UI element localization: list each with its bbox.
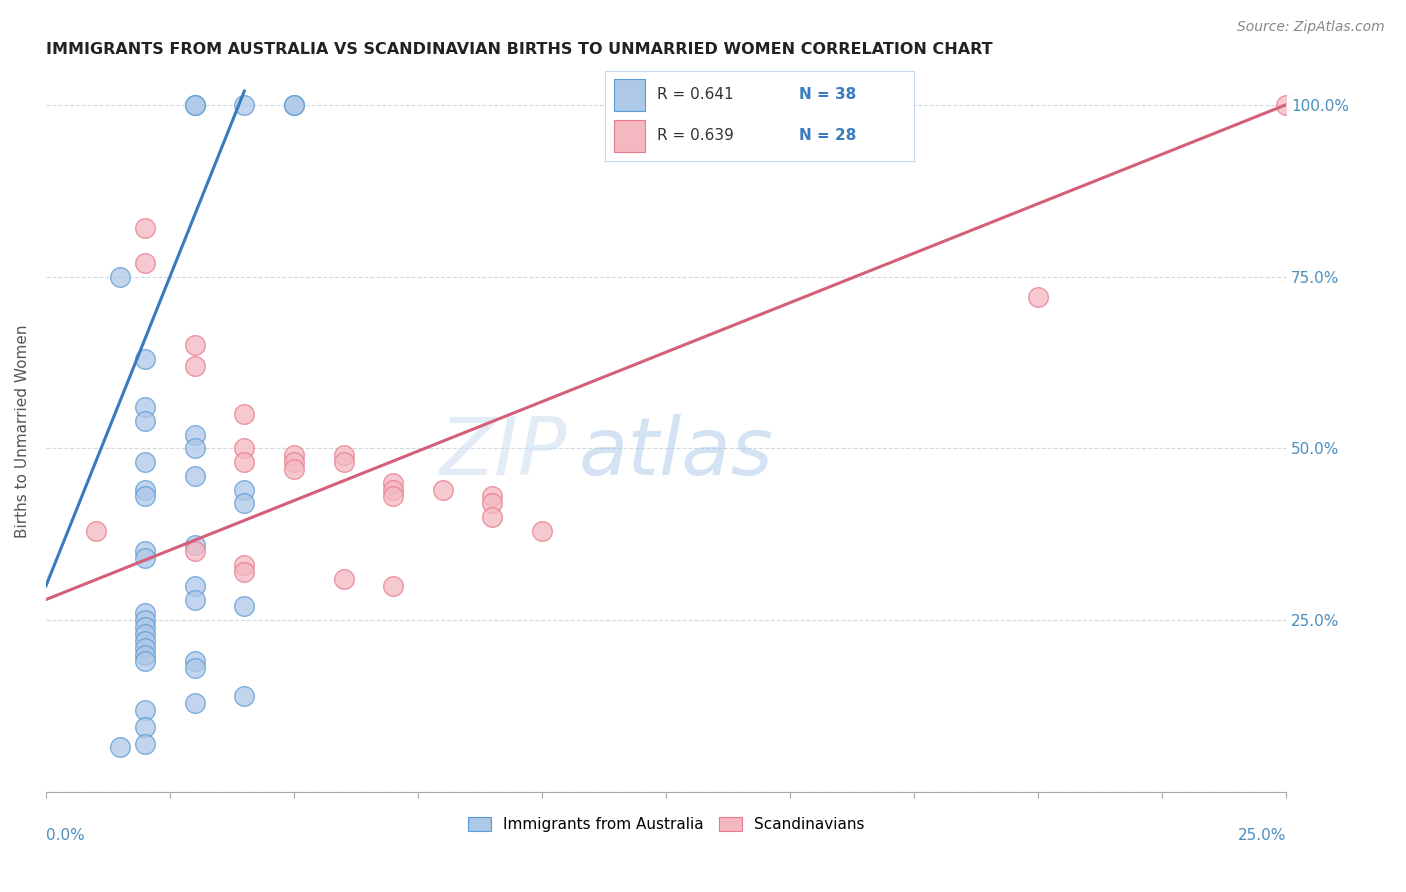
Point: [530, 524, 553, 538]
Text: R = 0.641: R = 0.641: [657, 87, 734, 102]
Point: [233, 97, 256, 112]
Text: atlas: atlas: [579, 414, 773, 491]
Point: [382, 490, 405, 504]
Point: [134, 400, 156, 414]
Point: [481, 496, 503, 510]
Text: R = 0.639: R = 0.639: [657, 128, 734, 143]
Point: [283, 97, 305, 112]
Point: [184, 97, 207, 112]
Point: [233, 407, 256, 421]
Point: [134, 352, 156, 367]
Bar: [614, 120, 645, 152]
Point: [134, 720, 156, 734]
Point: [184, 661, 207, 675]
Point: [134, 613, 156, 627]
Point: [134, 702, 156, 716]
Point: [134, 627, 156, 641]
Point: [184, 579, 207, 593]
Point: [233, 455, 256, 469]
Point: [134, 483, 156, 497]
Point: [134, 633, 156, 648]
Text: Source: ZipAtlas.com: Source: ZipAtlas.com: [1237, 20, 1385, 34]
Point: [382, 579, 405, 593]
Point: [332, 455, 354, 469]
Point: [184, 442, 207, 456]
Point: [134, 455, 156, 469]
Y-axis label: Births to Unmarried Women: Births to Unmarried Women: [15, 325, 30, 538]
Point: [1026, 290, 1049, 304]
Point: [233, 496, 256, 510]
Point: [134, 414, 156, 428]
Point: [134, 490, 156, 504]
Point: [382, 475, 405, 490]
Point: [233, 442, 256, 456]
Point: [134, 607, 156, 621]
Point: [110, 269, 132, 284]
Point: [1275, 97, 1298, 112]
Text: 0.0%: 0.0%: [46, 828, 84, 843]
Bar: [614, 79, 645, 111]
Point: [283, 97, 305, 112]
Point: [283, 448, 305, 462]
Point: [233, 558, 256, 573]
Point: [134, 544, 156, 558]
Point: [134, 551, 156, 566]
Point: [84, 524, 107, 538]
Text: IMMIGRANTS FROM AUSTRALIA VS SCANDINAVIAN BIRTHS TO UNMARRIED WOMEN CORRELATION : IMMIGRANTS FROM AUSTRALIA VS SCANDINAVIA…: [46, 42, 993, 57]
Point: [134, 640, 156, 655]
Point: [184, 696, 207, 710]
Point: [184, 544, 207, 558]
Point: [283, 462, 305, 476]
Text: N = 38: N = 38: [800, 87, 856, 102]
Point: [184, 538, 207, 552]
Point: [481, 490, 503, 504]
Point: [184, 654, 207, 668]
Point: [134, 737, 156, 751]
Point: [332, 448, 354, 462]
Point: [184, 592, 207, 607]
Point: [134, 654, 156, 668]
Point: [184, 359, 207, 373]
Text: N = 28: N = 28: [800, 128, 856, 143]
Point: [134, 221, 156, 235]
Point: [184, 338, 207, 352]
Point: [481, 510, 503, 524]
Point: [283, 455, 305, 469]
Point: [134, 620, 156, 634]
Point: [382, 483, 405, 497]
Point: [184, 468, 207, 483]
Text: ZIP: ZIP: [440, 414, 567, 491]
Legend: Immigrants from Australia, Scandinavians: Immigrants from Australia, Scandinavians: [461, 811, 870, 838]
Point: [184, 97, 207, 112]
Point: [233, 689, 256, 703]
Text: 25.0%: 25.0%: [1237, 828, 1286, 843]
Point: [332, 572, 354, 586]
Point: [233, 483, 256, 497]
Point: [134, 648, 156, 662]
Point: [432, 483, 454, 497]
Point: [233, 599, 256, 614]
Point: [184, 427, 207, 442]
Point: [110, 740, 132, 755]
Point: [233, 565, 256, 579]
Point: [134, 256, 156, 270]
